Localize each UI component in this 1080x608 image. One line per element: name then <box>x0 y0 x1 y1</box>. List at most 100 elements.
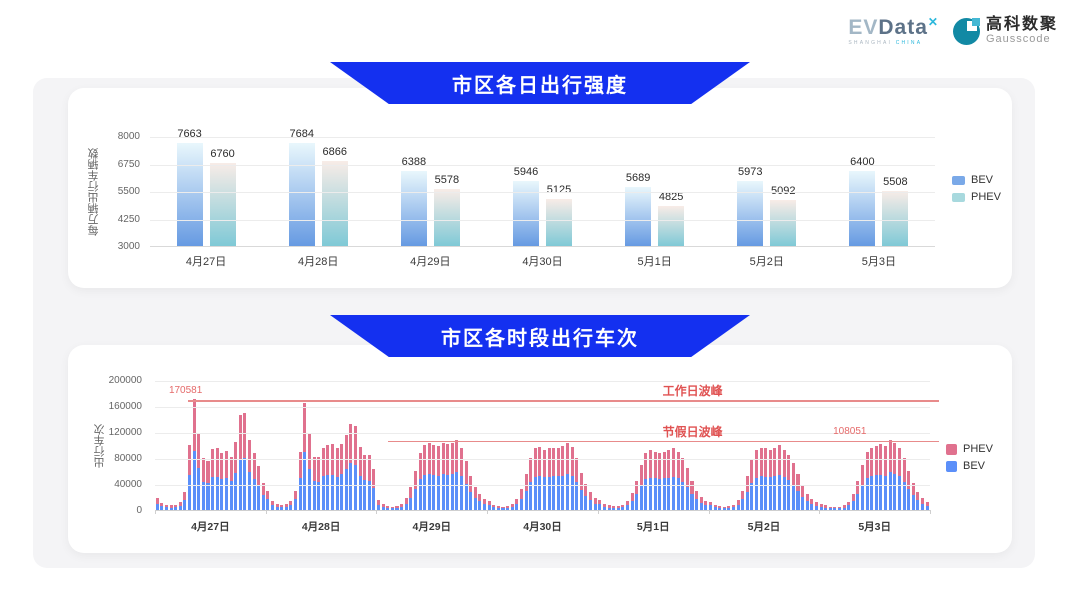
gridline <box>150 219 935 221</box>
phev-segment <box>556 447 560 477</box>
phev-segment <box>833 507 837 509</box>
phev-segment <box>824 505 828 508</box>
bev-segment <box>847 505 851 510</box>
bev-segment <box>469 491 473 510</box>
phev-segment <box>275 504 279 507</box>
bev-segment <box>575 481 579 510</box>
bev-segment <box>713 507 717 510</box>
evdata-logo: EVData✕ SHANGHAI CHINA <box>848 16 939 46</box>
phev-segment <box>418 452 422 480</box>
phev-segment <box>902 458 906 482</box>
legend-item-bev[interactable]: BEV <box>952 174 1001 186</box>
phev-segment <box>575 458 579 482</box>
hour-slot <box>515 381 520 510</box>
stacked-bar <box>768 449 772 510</box>
phev-segment <box>621 504 625 508</box>
axis-tick <box>708 510 710 514</box>
stacked-bar <box>741 490 745 510</box>
hour-slot <box>178 381 183 510</box>
phev-segment <box>469 476 473 492</box>
gausscode-logo: 高科数聚 Gausscode <box>952 16 1058 45</box>
hour-slot <box>773 381 778 510</box>
phev-segment <box>335 448 339 477</box>
phev-segment <box>284 504 288 507</box>
hour-slot <box>459 381 464 510</box>
legend-item-bev-hourly[interactable]: BEV <box>946 460 993 472</box>
stacked-bar <box>506 506 510 510</box>
x-tick-label: 4月30日 <box>522 256 563 268</box>
stacked-bar <box>155 498 159 510</box>
stacked-bar <box>224 450 228 510</box>
bar-bev: 7663 <box>176 128 203 246</box>
hour-slot <box>644 381 649 510</box>
phev-segment <box>529 458 533 482</box>
phev-swatch-icon <box>952 192 965 202</box>
hour-slot <box>349 381 354 510</box>
bev-segment <box>165 507 169 510</box>
bev-segment <box>155 503 159 510</box>
bev-segment <box>312 481 316 510</box>
phev-segment <box>897 447 901 477</box>
phev-segment <box>533 448 537 477</box>
phev-segment <box>215 448 219 477</box>
legend-item-phev-hourly[interactable]: PHEV <box>946 443 993 455</box>
axis-tick <box>487 510 489 514</box>
stacked-bar <box>404 498 408 510</box>
stacked-bar <box>874 445 878 510</box>
stacked-bar <box>464 461 468 510</box>
stacked-bar <box>884 446 888 510</box>
phev-segment <box>174 504 178 508</box>
stacked-bar <box>856 480 860 510</box>
bev-segment <box>307 468 311 510</box>
stacked-bar <box>441 443 445 510</box>
stacked-bar <box>833 507 837 510</box>
phev-segment <box>639 464 643 486</box>
phev-segment <box>552 447 556 477</box>
bar-group: 7684 6866 <box>262 128 374 246</box>
hour-slot <box>759 381 764 510</box>
y-tick-label: 120000 <box>108 427 142 438</box>
bev-segment <box>662 478 666 510</box>
phev-segment <box>201 458 205 482</box>
bev-segment <box>252 479 256 510</box>
phev-segment <box>699 497 703 503</box>
hour-slot <box>883 381 888 510</box>
hour-slot <box>450 381 455 510</box>
hour-slot <box>842 381 847 510</box>
stacked-bar <box>344 434 348 510</box>
legend-item-phev[interactable]: PHEV <box>952 191 1001 203</box>
x-tick-label: 4月29日 <box>412 521 452 533</box>
hour-slot <box>662 381 667 510</box>
y-tick-label: 0 <box>136 505 142 516</box>
evdata-x-icon: ✕ <box>927 15 939 29</box>
hour-slot <box>220 381 225 510</box>
stacked-bar <box>390 506 394 510</box>
stacked-bar <box>911 482 915 510</box>
bev-segment <box>261 495 265 510</box>
bar-group: 6400 5508 <box>823 137 935 246</box>
bev-segment <box>533 476 537 510</box>
bev-segment <box>372 487 376 510</box>
hour-slot <box>321 381 326 510</box>
hourly-plot: 工作日波峰 170581 节假日波峰 108051 <box>155 381 940 514</box>
bev-segment <box>552 476 556 510</box>
bev-segment <box>483 504 487 510</box>
bev-segment <box>280 507 284 510</box>
phev-segment <box>349 423 353 464</box>
hour-slot <box>653 381 658 510</box>
stacked-bar <box>713 504 717 510</box>
bev-segment <box>635 494 639 510</box>
hourly-bars <box>155 381 930 510</box>
hourly-chart-card: 出行车次 0 40000 80000 120000 160000 200000 工作日波峰… <box>68 345 1012 553</box>
bev-segment <box>395 507 399 510</box>
bar-phev: 5125 <box>545 184 572 246</box>
bev-segment <box>192 450 196 510</box>
hour-slot <box>524 381 529 510</box>
gridline <box>150 137 935 138</box>
hour-slot <box>303 381 308 510</box>
bar-value-label: 6400 <box>850 156 875 169</box>
bev-segment <box>160 506 164 510</box>
stacked-bar <box>201 458 205 510</box>
stacked-bar <box>303 403 307 510</box>
